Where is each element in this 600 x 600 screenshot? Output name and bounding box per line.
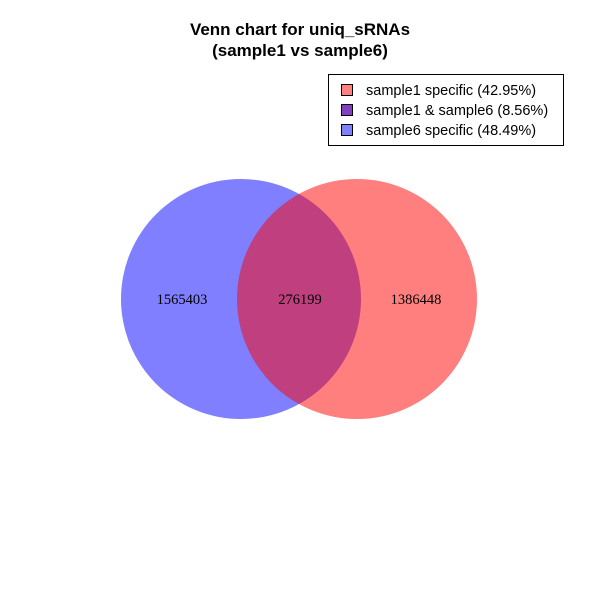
venn-circles — [121, 179, 477, 419]
legend-label-intersection: sample1 & sample6 (8.56%) — [366, 103, 548, 119]
region-count-sample6-only: 1565403 — [157, 292, 208, 308]
legend-swatch-sample6-specific — [341, 124, 353, 136]
chart-title: Venn chart for uniq_sRNAs — [190, 20, 410, 39]
legend-label-sample6-specific: sample6 specific (48.49%) — [366, 123, 536, 139]
region-count-intersection: 276199 — [278, 292, 322, 308]
legend-swatch-sample1-specific — [341, 84, 353, 96]
legend-swatch-intersection — [341, 104, 353, 116]
legend-box — [328, 74, 564, 146]
legend: sample1 specific (42.95%) sample1 & samp… — [328, 74, 564, 146]
legend-label-sample1-specific: sample1 specific (42.95%) — [366, 83, 536, 99]
set-circle-sample1 — [237, 179, 477, 419]
region-count-sample1-only: 1386448 — [391, 292, 442, 308]
chart-subtitle: (sample1 vs sample6) — [212, 41, 388, 60]
